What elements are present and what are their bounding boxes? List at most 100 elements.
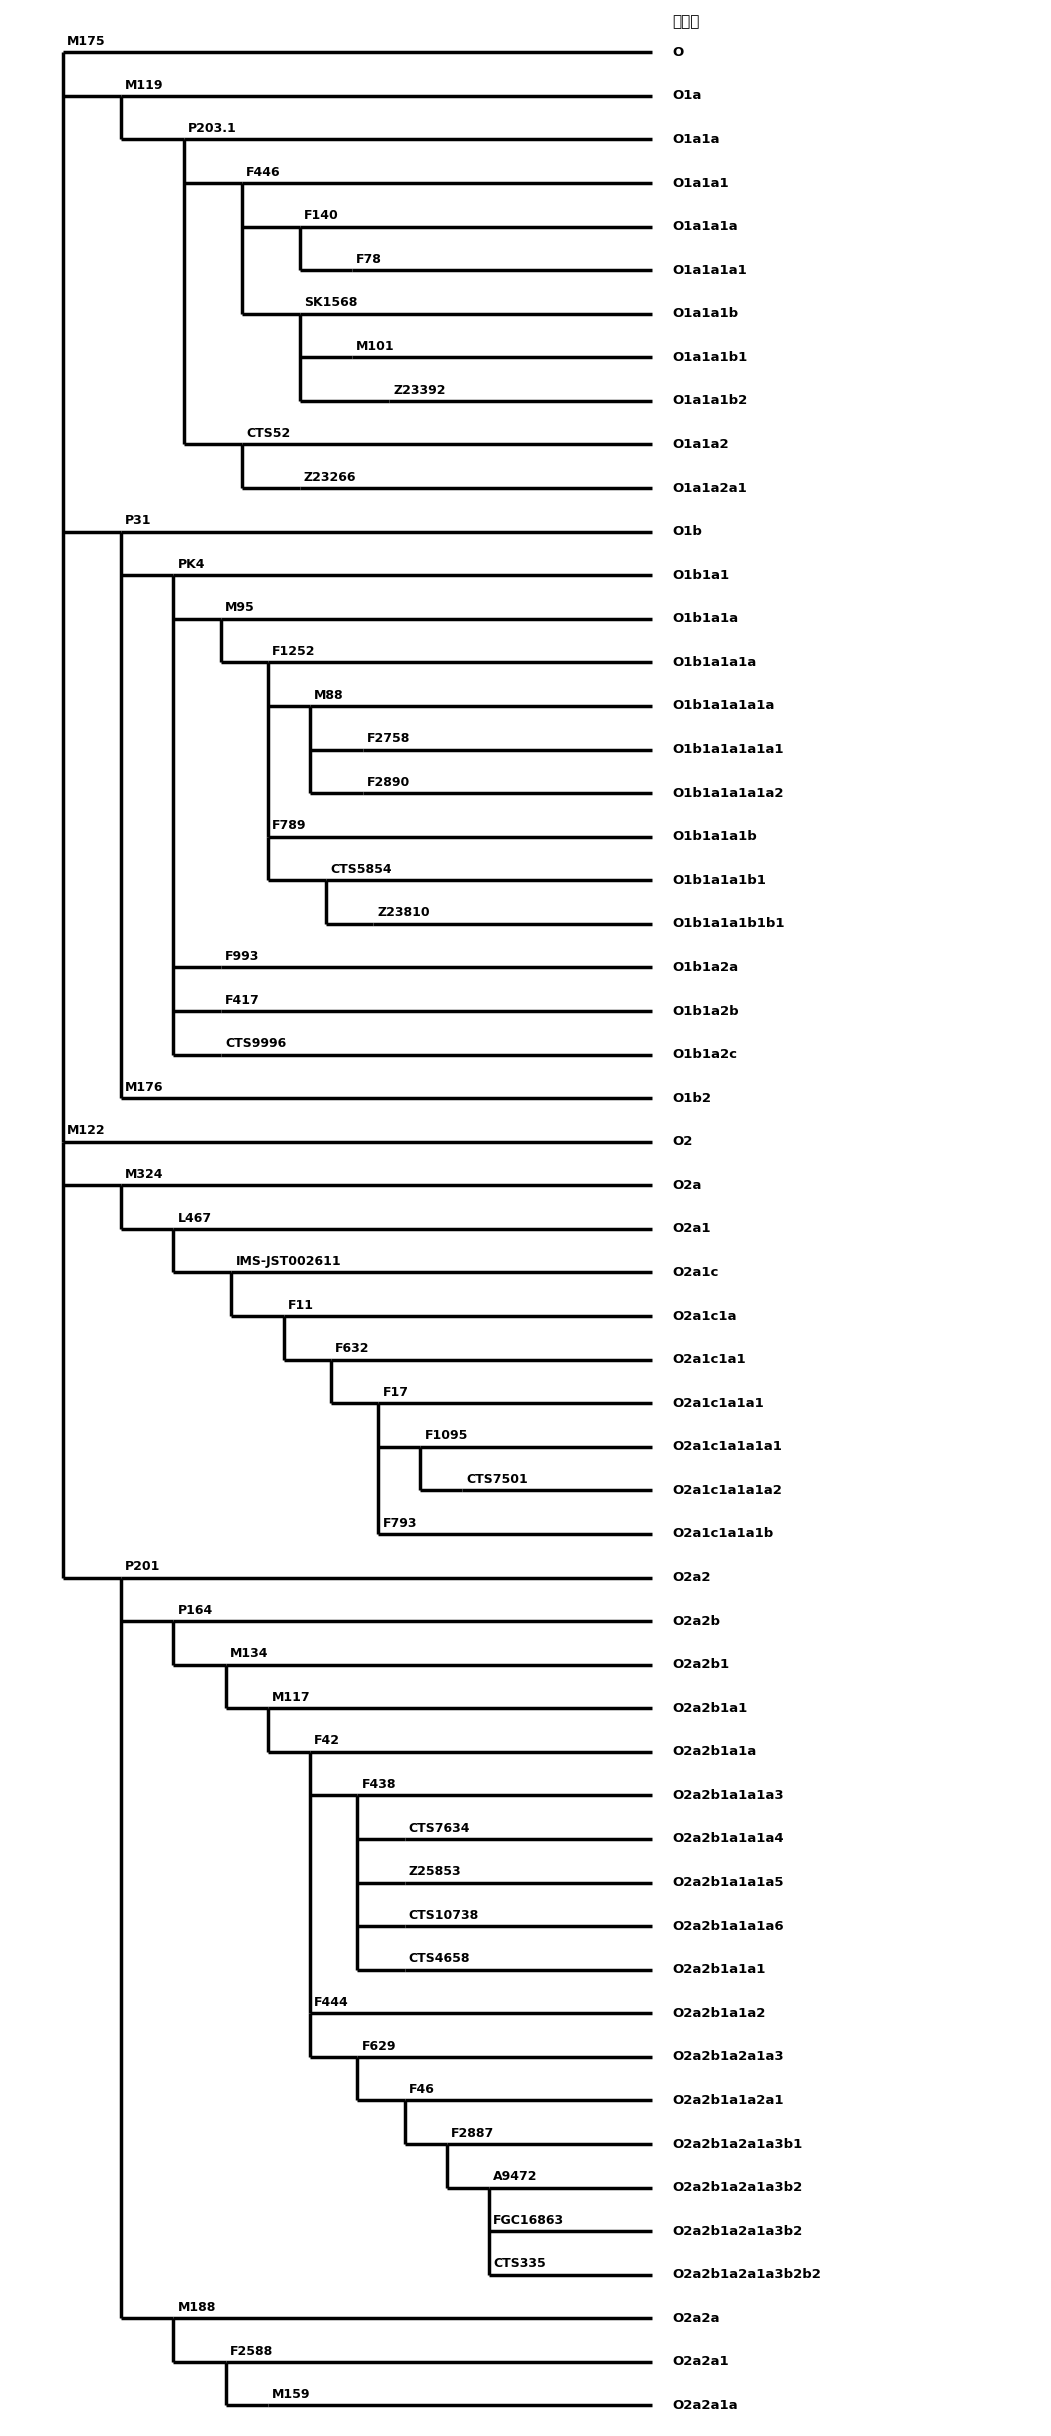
Text: M119: M119 <box>125 78 164 93</box>
Text: F2588: F2588 <box>230 2343 273 2358</box>
Text: O2a2b1a2a1a3b2: O2a2b1a2a1a3b2 <box>673 2180 803 2195</box>
Text: CTS7634: CTS7634 <box>409 1822 471 1834</box>
Text: F78: F78 <box>356 253 383 266</box>
Text: SK1568: SK1568 <box>304 297 357 309</box>
Text: CTS9996: CTS9996 <box>225 1038 286 1050</box>
Text: P164: P164 <box>178 1603 213 1618</box>
Text: F2758: F2758 <box>367 733 410 745</box>
Text: O2a1c1a1a1a2: O2a1c1a1a1a2 <box>673 1484 783 1496</box>
Text: CTS335: CTS335 <box>493 2258 545 2270</box>
Text: O2a1c: O2a1c <box>673 1267 719 1279</box>
Text: O1a1a1b: O1a1a1b <box>673 307 739 319</box>
Text: O2a2b1a1a2a1: O2a2b1a1a2a1 <box>673 2095 784 2107</box>
Text: M95: M95 <box>225 602 254 614</box>
Text: O1b1a1a1b1b1: O1b1a1a1b1b1 <box>673 918 785 931</box>
Text: O2a2b1a1a: O2a2b1a1a <box>673 1744 757 1759</box>
Text: O2a2b1a1a1: O2a2b1a1a1 <box>673 1963 766 1976</box>
Text: F446: F446 <box>246 166 281 178</box>
Text: P31: P31 <box>125 514 151 526</box>
Text: P201: P201 <box>125 1559 161 1574</box>
Text: F632: F632 <box>335 1342 370 1354</box>
Text: O1b1a2b: O1b1a2b <box>673 1004 739 1018</box>
Text: M175: M175 <box>67 34 106 49</box>
Text: M176: M176 <box>125 1082 164 1094</box>
Text: O1b2: O1b2 <box>673 1091 712 1104</box>
Text: CTS10738: CTS10738 <box>409 1910 479 1922</box>
Text: O2a2b1: O2a2b1 <box>673 1659 729 1671</box>
Text: 单倍群: 单倍群 <box>673 15 700 29</box>
Text: Z23392: Z23392 <box>393 382 446 397</box>
Text: Z23810: Z23810 <box>377 906 430 918</box>
Text: CTS5854: CTS5854 <box>330 862 392 877</box>
Text: F789: F789 <box>272 818 307 833</box>
Text: F1252: F1252 <box>272 646 315 658</box>
Text: O2a2b1a2a1a3: O2a2b1a2a1a3 <box>673 2051 784 2063</box>
Text: O2a2: O2a2 <box>673 1571 712 1583</box>
Text: O2a2a1: O2a2a1 <box>673 2356 729 2368</box>
Text: O1b1a1a: O1b1a1a <box>673 611 739 626</box>
Text: F793: F793 <box>383 1518 417 1530</box>
Text: O1a1a: O1a1a <box>673 134 720 146</box>
Text: O1a: O1a <box>673 90 702 102</box>
Text: O1b1a1: O1b1a1 <box>673 568 729 582</box>
Text: O1b1a1a1b1: O1b1a1a1b1 <box>673 875 766 887</box>
Text: F11: F11 <box>288 1298 314 1311</box>
Text: M134: M134 <box>230 1647 269 1661</box>
Text: FGC16863: FGC16863 <box>493 2214 564 2227</box>
Text: F1095: F1095 <box>425 1430 468 1442</box>
Text: O2a1c1a1a1a1: O2a1c1a1a1a1 <box>673 1440 783 1454</box>
Text: O2: O2 <box>673 1135 693 1147</box>
Text: O2a: O2a <box>673 1179 702 1191</box>
Text: F2887: F2887 <box>451 2127 494 2139</box>
Text: M88: M88 <box>314 689 344 702</box>
Text: O: O <box>673 46 684 58</box>
Text: F2890: F2890 <box>367 775 410 789</box>
Text: Z25853: Z25853 <box>409 1866 461 1878</box>
Text: O1b1a1a1a1a2: O1b1a1a1a1a2 <box>673 787 784 799</box>
Text: O2a1c1a1: O2a1c1a1 <box>673 1352 746 1367</box>
Text: O2a2b1a1a1a4: O2a2b1a1a1a4 <box>673 1832 784 1846</box>
Text: M122: M122 <box>67 1125 106 1138</box>
Text: M101: M101 <box>356 341 395 353</box>
Text: M324: M324 <box>125 1167 164 1181</box>
Text: O2a2b: O2a2b <box>673 1615 721 1627</box>
Text: O2a2a: O2a2a <box>673 2312 720 2324</box>
Text: F438: F438 <box>362 1778 396 1790</box>
Text: O2a2b1a2a1a3b1: O2a2b1a2a1a3b1 <box>673 2136 803 2151</box>
Text: O1a1a1b2: O1a1a1b2 <box>673 395 748 407</box>
Text: O1b1a2c: O1b1a2c <box>673 1047 738 1062</box>
Text: O2a2b1a1a1a5: O2a2b1a1a1a5 <box>673 1876 784 1888</box>
Text: O1b1a2a: O1b1a2a <box>673 960 739 974</box>
Text: O2a1: O2a1 <box>673 1223 712 1235</box>
Text: O1a1a1a1: O1a1a1a1 <box>673 263 747 278</box>
Text: O2a2b1a2a1a3b2b2: O2a2b1a2a1a3b2b2 <box>673 2268 822 2280</box>
Text: O2a2b1a2a1a3b2: O2a2b1a2a1a3b2 <box>673 2224 803 2239</box>
Text: M159: M159 <box>272 2387 311 2402</box>
Text: F42: F42 <box>314 1734 341 1747</box>
Text: Z23266: Z23266 <box>304 470 356 485</box>
Text: O1b1a1a1a1a: O1b1a1a1a1a <box>673 699 775 711</box>
Text: O1a1a2: O1a1a2 <box>673 438 729 451</box>
Text: O1b: O1b <box>673 526 702 538</box>
Text: F417: F417 <box>225 994 260 1006</box>
Text: CTS4658: CTS4658 <box>409 1951 471 1966</box>
Text: O2a1c1a1a1: O2a1c1a1a1 <box>673 1396 764 1410</box>
Text: O2a2b1a1a2: O2a2b1a1a2 <box>673 2007 766 2019</box>
Text: F444: F444 <box>314 1995 349 2010</box>
Text: CTS7501: CTS7501 <box>467 1474 529 1486</box>
Text: A9472: A9472 <box>493 2170 537 2183</box>
Text: P203.1: P203.1 <box>188 122 236 134</box>
Text: O2a2a1a: O2a2a1a <box>673 2399 738 2412</box>
Text: O1a1a1a: O1a1a1a <box>673 219 738 234</box>
Text: O2a2b1a1a1a6: O2a2b1a1a1a6 <box>673 1920 784 1932</box>
Text: O2a2b1a1a1a3: O2a2b1a1a1a3 <box>673 1788 784 1803</box>
Text: F993: F993 <box>225 950 260 962</box>
Text: M188: M188 <box>178 2302 217 2314</box>
Text: CTS52: CTS52 <box>246 426 290 441</box>
Text: F17: F17 <box>383 1386 409 1398</box>
Text: O2a2b1a1: O2a2b1a1 <box>673 1703 748 1715</box>
Text: O1b1a1a1a1a1: O1b1a1a1a1a1 <box>673 743 784 755</box>
Text: F46: F46 <box>409 2083 435 2095</box>
Text: O2a1c1a: O2a1c1a <box>673 1311 737 1323</box>
Text: M117: M117 <box>272 1691 311 1703</box>
